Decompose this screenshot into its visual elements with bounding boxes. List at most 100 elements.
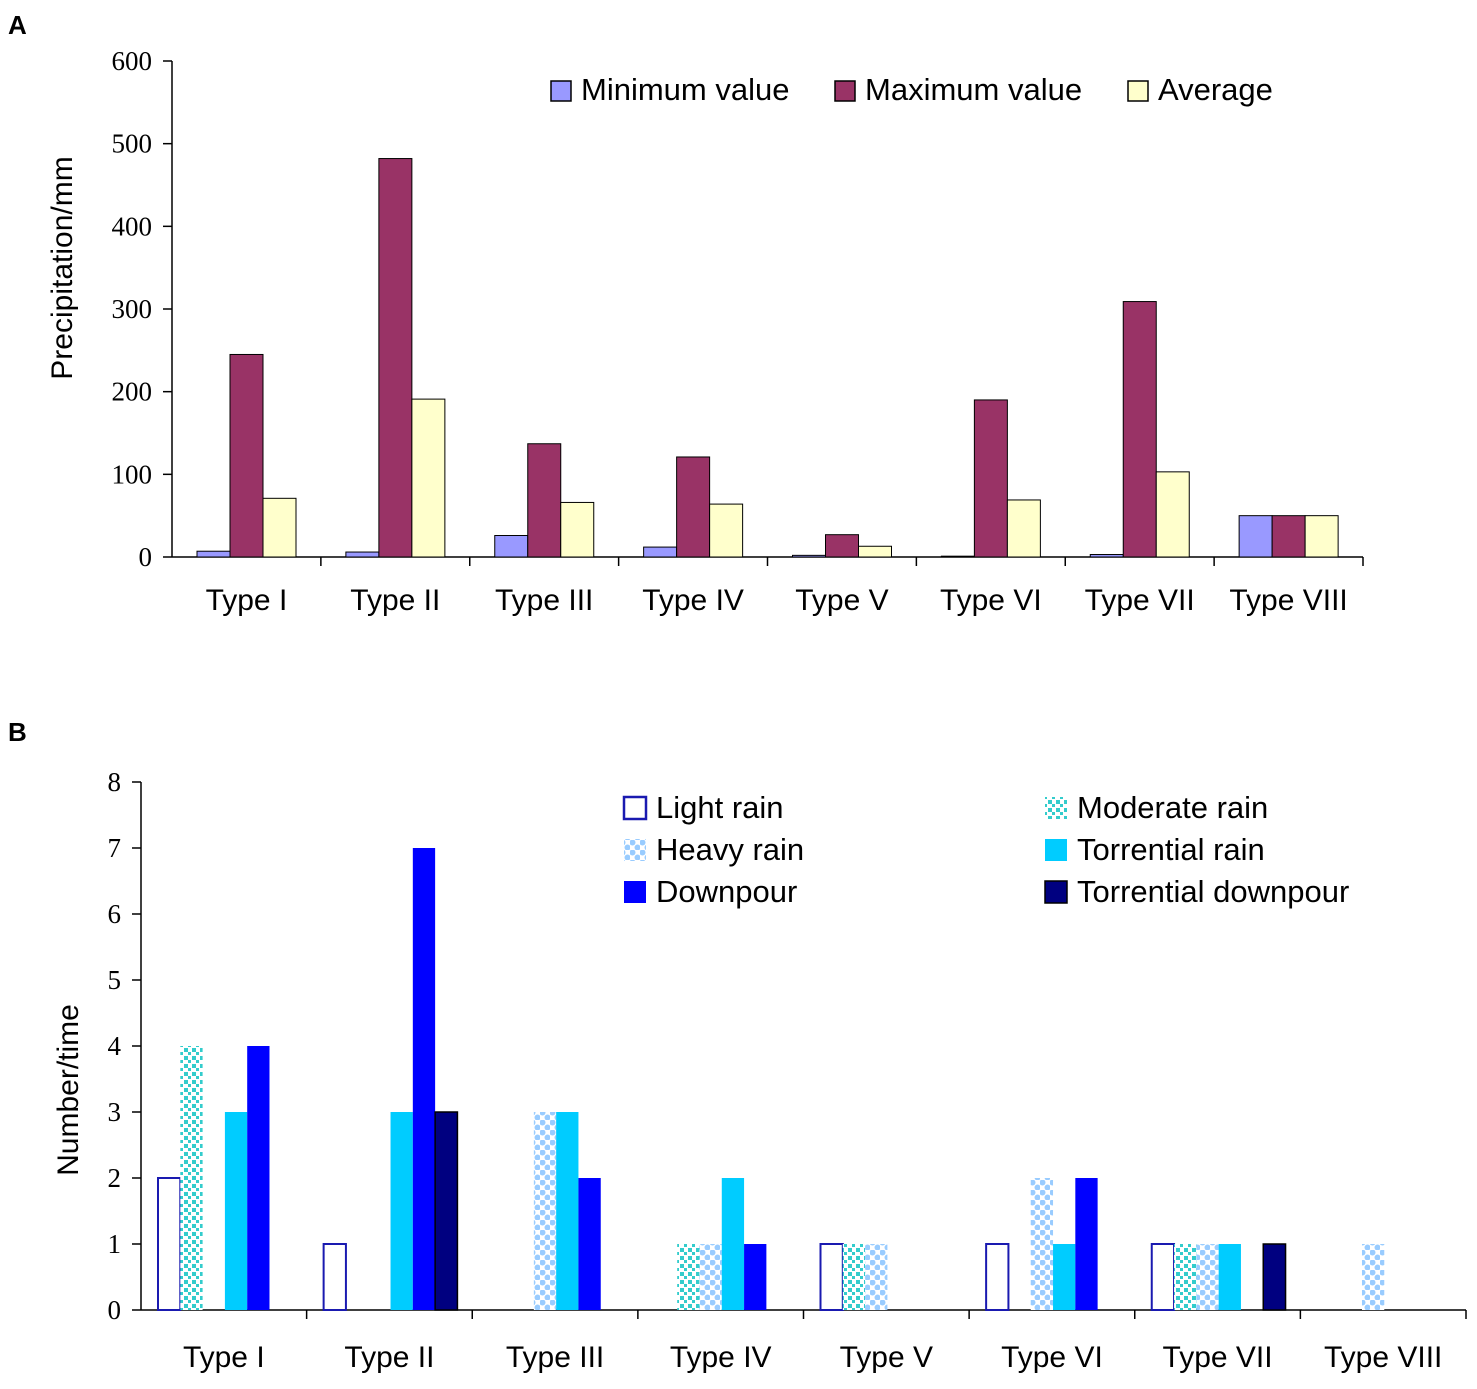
bar-heavy-rain	[1196, 1244, 1219, 1310]
x-category-label: Type VI	[940, 584, 1042, 617]
x-category-label: Type III	[506, 1341, 604, 1374]
legend-label-minimum-value: Minimum value	[581, 72, 789, 107]
panel-b-label: B	[8, 717, 27, 747]
bar-maximum-value	[1271, 515, 1306, 558]
panel-b-legend: Light rain Moderate rain Heavy rain Torrent…	[622, 790, 1349, 909]
bar-light-rain	[985, 1243, 1010, 1311]
bar-maximum-value	[378, 158, 413, 558]
y-tick-label: 1	[108, 1229, 122, 1259]
bar-torrential-rain	[1053, 1244, 1076, 1310]
bar-average	[1155, 471, 1190, 558]
bar-torrential-downpour	[1262, 1243, 1287, 1311]
bar-minimum-value	[1089, 554, 1124, 558]
bar-downpour	[744, 1244, 767, 1310]
legend-swatch-light-rain	[622, 795, 648, 821]
bar-torrential-rain	[390, 1112, 413, 1310]
panel-a-tick-labels: 0 100 200 300 400 500 600 Type I Type II Type III…	[112, 46, 1348, 617]
bar-maximum-value	[229, 353, 264, 558]
y-tick-label: 3	[108, 1097, 122, 1127]
bar-average	[560, 501, 595, 558]
x-category-label: Type VIII	[1229, 584, 1347, 617]
bar-torrential-rain	[224, 1112, 248, 1310]
bar-maximum-value	[1122, 301, 1157, 558]
bar-light-rain	[322, 1243, 347, 1311]
bar-average	[1006, 499, 1041, 558]
bar-maximum-value	[973, 399, 1008, 558]
x-category-label: Type IV	[642, 584, 744, 617]
x-category-label: Type I	[183, 1341, 265, 1374]
bar-light-rain	[157, 1177, 182, 1311]
bar-torrential-rain	[721, 1178, 745, 1310]
y-tick-label: 5	[108, 965, 122, 995]
panel-a-legend: Minimum value Maximum value Average	[550, 72, 1273, 107]
x-category-label: Type III	[495, 584, 593, 617]
legend-label-torrential-downpour: Torrential downpour	[1077, 874, 1349, 909]
x-category-label: Type V	[795, 584, 888, 617]
x-category-label: Type V	[840, 1341, 933, 1374]
bar-torrential-rain	[556, 1112, 579, 1310]
legend-label-maximum-value: Maximum value	[865, 72, 1082, 107]
y-tick-label: 2	[108, 1163, 122, 1193]
legend-swatch-heavy-rain	[624, 839, 646, 861]
bar-average	[709, 503, 744, 558]
y-tick-label: 300	[112, 294, 153, 324]
bar-minimum-value	[196, 550, 231, 558]
legend-swatch-torrential-downpour	[1044, 880, 1068, 904]
x-category-label: Type II	[344, 1341, 434, 1374]
y-tick-label: 200	[112, 377, 153, 407]
bar-heavy-rain	[1030, 1178, 1054, 1310]
y-tick-label: 400	[112, 211, 153, 241]
legend-label-downpour: Downpour	[656, 874, 797, 909]
legend-swatch-maximum-value	[834, 80, 856, 102]
y-tick-label: 0	[108, 1295, 122, 1325]
bar-minimum-value	[940, 555, 975, 558]
bar-average	[858, 545, 892, 558]
bar-downpour	[578, 1178, 601, 1310]
panel-a-bars	[196, 158, 1339, 558]
legend-label-heavy-rain: Heavy rain	[656, 832, 804, 867]
y-tick-label: 0	[139, 542, 153, 572]
bar-light-rain	[819, 1243, 844, 1311]
x-category-label: Type VII	[1085, 584, 1195, 617]
bar-light-rain	[1150, 1243, 1176, 1311]
x-category-label: Type VIII	[1324, 1341, 1442, 1374]
bar-minimum-value	[1238, 515, 1273, 558]
y-tick-label: 7	[108, 833, 122, 863]
bar-minimum-value	[792, 554, 826, 558]
bar-minimum-value	[345, 551, 380, 558]
panel-a-y-axis-title: Precipitation/mm	[46, 156, 79, 379]
panel-a-label: A	[8, 10, 27, 40]
bar-maximum-value	[676, 456, 711, 558]
y-tick-label: 4	[108, 1031, 122, 1061]
x-category-label: Type VII	[1163, 1341, 1273, 1374]
bar-moderate-rain	[180, 1046, 203, 1310]
panel-b-tick-labels: 0 1 2 3 4 5 6 7 8 Type I Type II Type III Type IV Typ…	[108, 767, 1443, 1374]
x-category-label: Type VI	[1001, 1341, 1103, 1374]
panel-b-chart: B Number/time 0 1 2 3 4 5 6 7 8 Type I Type II Type…	[8, 717, 1467, 1374]
bar-downpour	[412, 848, 436, 1310]
panel-b-axes	[132, 781, 1467, 1319]
y-tick-label: 100	[112, 459, 153, 489]
bar-downpour	[247, 1046, 270, 1310]
panel-b-bars	[157, 848, 1385, 1311]
bar-heavy-rain	[699, 1244, 722, 1310]
bar-torrential-rain	[1218, 1244, 1241, 1310]
y-tick-label: 6	[108, 899, 122, 929]
bar-moderate-rain	[677, 1244, 700, 1310]
bar-moderate-rain	[842, 1244, 866, 1310]
legend-label-average: Average	[1158, 72, 1273, 107]
y-tick-label: 500	[112, 129, 153, 159]
panel-b-y-axis-title: Number/time	[52, 1004, 85, 1176]
bar-heavy-rain	[1361, 1244, 1385, 1310]
legend-swatch-torrential-rain	[1045, 839, 1067, 861]
bar-maximum-value	[527, 443, 562, 558]
legend-swatch-minimum-value	[550, 80, 572, 102]
y-tick-label: 8	[108, 767, 122, 797]
bar-downpour	[1075, 1178, 1098, 1310]
legend-swatch-moderate-rain	[1045, 797, 1067, 819]
legend-label-moderate-rain: Moderate rain	[1077, 790, 1268, 825]
bar-heavy-rain	[865, 1244, 888, 1310]
bar-maximum-value	[825, 534, 859, 558]
x-category-label: Type II	[350, 584, 440, 617]
legend-swatch-downpour	[624, 881, 646, 903]
